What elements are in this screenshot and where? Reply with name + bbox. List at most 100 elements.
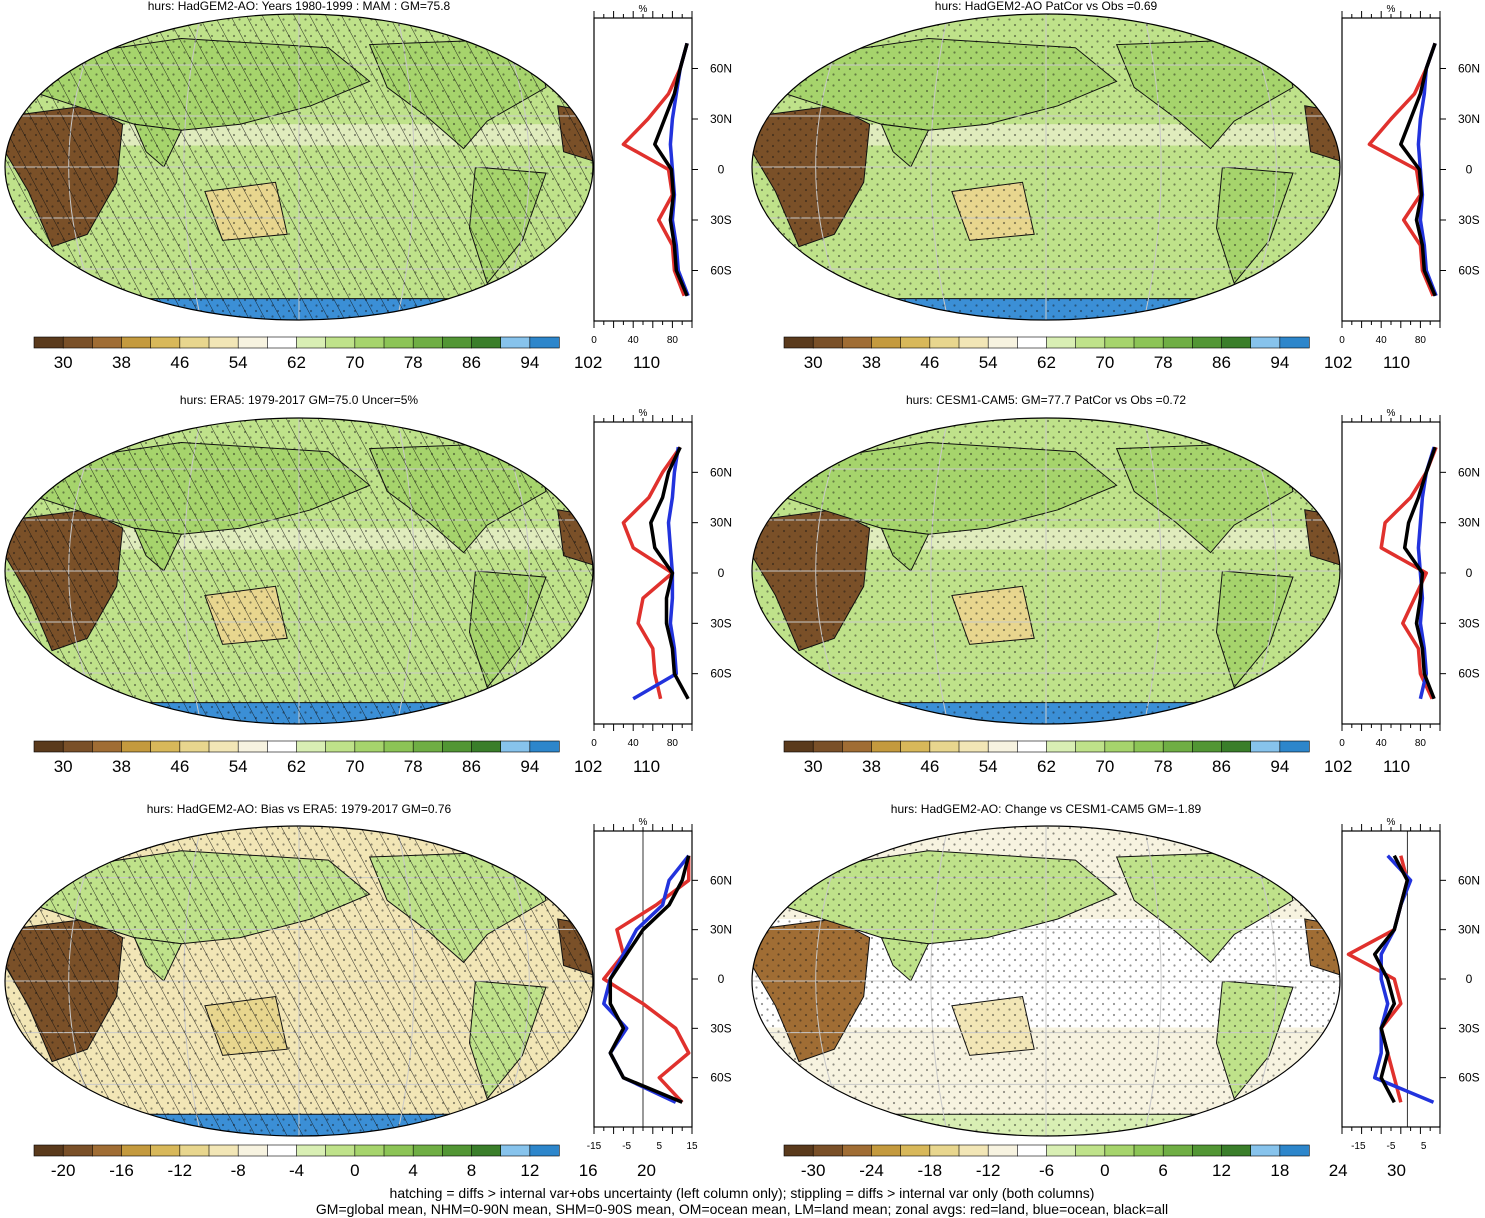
zonal-lat-label: 0 (1466, 163, 1473, 177)
colorbar-label: 30 (54, 353, 73, 372)
colorbar-swatch (1279, 1144, 1310, 1157)
colorbar-swatch (296, 1144, 327, 1157)
colorbar-swatch (208, 1144, 239, 1157)
zonal-xtick-label: -5 (622, 1141, 631, 1152)
colorbar-swatch (412, 336, 443, 349)
colorbar-swatch (812, 740, 843, 753)
colorbar-swatch (325, 336, 356, 349)
colorbar-swatch (471, 740, 502, 753)
map-border (4, 13, 594, 321)
colorbar-swatch (412, 1144, 443, 1157)
colorbar-swatch (812, 336, 843, 349)
colorbar-swatch (62, 740, 93, 753)
colorbar-swatch (237, 740, 268, 753)
colorbar-4: 30 38 46 54 62 70 78 86 94 102 110 (783, 740, 1410, 776)
colorbar-label: 86 (462, 757, 481, 776)
colorbar-swatch (1017, 1144, 1048, 1157)
colorbar-swatch (33, 336, 64, 349)
zonal-lat-label: 0 (1466, 972, 1473, 986)
colorbar-swatch (62, 1144, 93, 1157)
colorbar-label: 110 (633, 353, 660, 372)
panel-title: hurs: CESM1-CAM5: GM=77.7 PatCor vs Obs … (906, 393, 1186, 407)
colorbar-label: 0 (350, 1161, 359, 1180)
zonal-xtick-label: 0 (591, 335, 597, 346)
zonal-lat-label: 60N (710, 62, 732, 76)
colorbar-label: 12 (1212, 1161, 1231, 1180)
colorbar-label: -18 (918, 1161, 943, 1180)
colorbar-label: 54 (979, 757, 998, 776)
map-6 (752, 826, 1340, 1136)
colorbar-label: 38 (112, 757, 131, 776)
colorbar-swatch (958, 336, 989, 349)
colorbar-swatch (871, 336, 902, 349)
colorbar-label: 46 (920, 353, 939, 372)
colorbar-label: 18 (1270, 1161, 1289, 1180)
colorbar-swatch (354, 1144, 385, 1157)
colorbar-label: 70 (345, 757, 364, 776)
zonal-xtick-label: 40 (1376, 335, 1388, 346)
zonal-lat-label: 30S (710, 1021, 731, 1035)
panel-4: hurs: CESM1-CAM5: GM=77.7 PatCor vs Obs … (751, 393, 1480, 776)
colorbar-swatch (929, 740, 960, 753)
zonal-xtick-label: 5 (657, 1141, 663, 1152)
zonal-line-red (602, 855, 691, 1104)
zonal-xtick-label: 5 (1421, 1141, 1427, 1152)
colorbar-swatch (354, 740, 385, 753)
colorbar-swatch (179, 1144, 210, 1157)
colorbar-label: -20 (51, 1161, 76, 1180)
colorbar-swatch (1133, 1144, 1164, 1157)
zonal-lat-label: 0 (718, 972, 725, 986)
colorbar-swatch (1250, 336, 1281, 349)
colorbar-swatch (783, 336, 814, 349)
colorbar-label: -8 (231, 1161, 246, 1180)
colorbar-swatch (500, 1144, 531, 1157)
colorbar-swatch (1075, 1144, 1106, 1157)
colorbar-swatch (1046, 336, 1077, 349)
colorbar-label: 102 (1324, 757, 1352, 776)
colorbar-swatch (267, 740, 298, 753)
zonal-lat-label: 30N (710, 516, 732, 530)
zonal-lat-label: 30N (710, 923, 732, 937)
colorbar-label: 38 (112, 353, 131, 372)
zonal-lat-label: 30S (1458, 213, 1479, 227)
colorbar-label: -30 (801, 1161, 826, 1180)
colorbar-swatch (500, 740, 531, 753)
colorbar-swatch (1221, 336, 1252, 349)
colorbar-swatch (1192, 740, 1223, 753)
zonal-plot-6: % -15 -5 5 60N 30N 0 30S 60S (1341, 817, 1480, 1152)
colorbar-swatch (150, 740, 181, 753)
colorbar-swatch (412, 740, 443, 753)
zonal-xtick-label: 40 (628, 335, 640, 346)
colorbar-swatch (783, 740, 814, 753)
panel-title: hurs: HadGEM2-AO PatCor vs Obs =0.69 (935, 0, 1158, 13)
colorbar-swatch (121, 336, 152, 349)
colorbar-swatch (179, 336, 210, 349)
colorbar-label: 70 (1095, 353, 1114, 372)
stippling (752, 14, 1340, 320)
zonal-xtick-label: 80 (667, 335, 679, 346)
colorbar-swatch (179, 740, 210, 753)
colorbar-swatch (1046, 1144, 1077, 1157)
colorbar-swatch (987, 336, 1018, 349)
panel-3: hurs: ERA5: 1979-2017 GM=75.0 Uncer=5% 30… (4, 393, 732, 776)
colorbar-swatch (442, 336, 473, 349)
colorbar-swatch (842, 740, 873, 753)
colorbar-label: 30 (804, 757, 823, 776)
zonal-lat-label: 60N (710, 465, 732, 479)
colorbar-swatch (842, 336, 873, 349)
colorbar-label: 110 (1383, 757, 1410, 776)
stippling (5, 826, 593, 1136)
colorbar-label: 54 (229, 757, 248, 776)
colorbar-6: -30 -24 -18 -12 -6 0 6 12 18 24 30 (783, 1144, 1406, 1180)
zonal-frame (593, 17, 693, 322)
zonal-line-red (621, 42, 689, 297)
zonal-line-black (1402, 446, 1437, 700)
colorbar-label: 0 (1100, 1161, 1109, 1180)
colorbar-label: 78 (1154, 757, 1173, 776)
zonal-unit: % (1387, 408, 1396, 419)
colorbar-swatch (1221, 1144, 1252, 1157)
colorbar-label: -6 (1039, 1161, 1054, 1180)
colorbar-swatch (92, 740, 123, 753)
zonal-line-black (653, 42, 689, 297)
zonal-line-black (608, 855, 691, 1104)
